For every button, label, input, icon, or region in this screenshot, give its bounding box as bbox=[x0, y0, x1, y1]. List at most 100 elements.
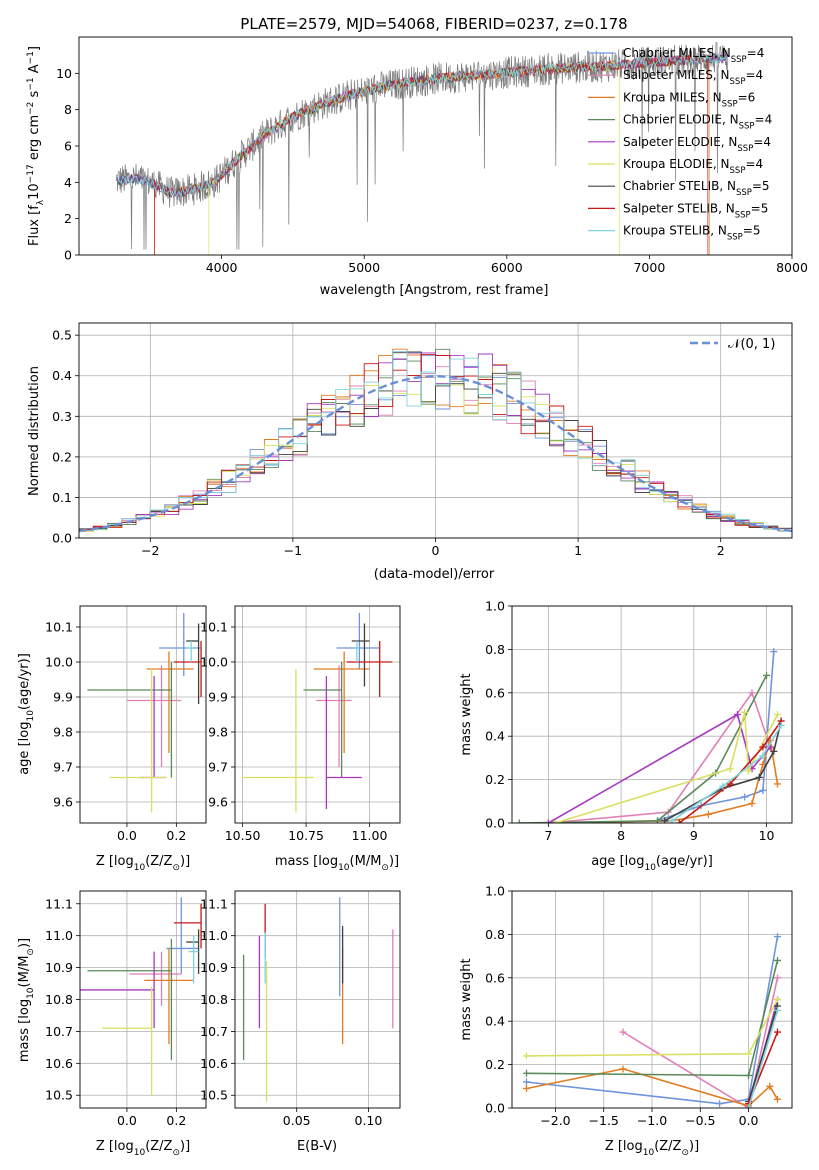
x-tick-label: −0.5 bbox=[685, 1113, 715, 1128]
y-tick-label: 0.0 bbox=[485, 816, 505, 831]
y-tick-label: 11.1 bbox=[45, 896, 73, 911]
axes-frame bbox=[78, 36, 793, 256]
y-tick-label: 10.8 bbox=[200, 992, 228, 1007]
x-tick-label: 10.50 bbox=[225, 828, 261, 843]
data-point bbox=[744, 767, 752, 775]
label-part: (age/yr)] bbox=[17, 653, 32, 710]
model-spectrum-kroupa-stelib bbox=[115, 52, 728, 199]
legend-label: 𝒩(0, 1) bbox=[728, 337, 775, 352]
legend-label: Salpeter MILES, NSSP=4 bbox=[623, 68, 763, 87]
data-point bbox=[774, 1095, 782, 1103]
legend-label: Kroupa STELIB, NSSP=5 bbox=[623, 224, 761, 243]
legend-sub: SSP bbox=[730, 77, 746, 87]
x-tick-label: 5000 bbox=[348, 260, 380, 275]
axes-frame bbox=[234, 605, 401, 824]
data-point bbox=[748, 689, 756, 697]
y-label-part: Flux [f bbox=[27, 205, 42, 246]
data-point bbox=[766, 1082, 774, 1090]
legend-model: Kroupa STELIB, N bbox=[623, 224, 727, 238]
y-tick-label: 10.7 bbox=[45, 1024, 73, 1039]
y-tick-label: 10.5 bbox=[200, 1088, 228, 1103]
y-tick-label: 9.8 bbox=[208, 725, 228, 740]
y-tick-label: 10.1 bbox=[45, 620, 73, 635]
y-label-part: A bbox=[27, 64, 42, 77]
y-tick-label: 0.2 bbox=[485, 1057, 505, 1072]
x-tick-label: −2.0 bbox=[540, 1113, 570, 1128]
y-tick-label: 10.8 bbox=[45, 992, 73, 1007]
legend-count: =4 bbox=[745, 68, 763, 82]
data-point bbox=[759, 760, 767, 768]
y-tick-label: 9.7 bbox=[53, 760, 73, 775]
y-tick-label: 0.1 bbox=[52, 490, 72, 505]
label-part: )] bbox=[689, 1139, 699, 1154]
label-part: (Z/Z bbox=[145, 1139, 172, 1154]
label-part: ⊙ bbox=[172, 863, 180, 873]
x-tick-label: 0.0 bbox=[117, 1113, 137, 1128]
x-tick-label: 10.75 bbox=[288, 828, 324, 843]
y-tick-label: 0.0 bbox=[52, 531, 72, 546]
legend-sub: SSP bbox=[735, 210, 751, 220]
y-label-part: −1 bbox=[26, 51, 36, 64]
y-tick-label: 11.0 bbox=[45, 928, 73, 943]
axes-frame bbox=[78, 322, 793, 539]
y-tick-label: 0.2 bbox=[52, 449, 72, 464]
series-line-salpeter-miles bbox=[548, 691, 771, 823]
data-point bbox=[774, 933, 782, 941]
y-tick-label: 0.8 bbox=[485, 927, 505, 942]
model-spectrum-kroupa-elodie bbox=[208, 60, 620, 255]
normal-curve-line bbox=[79, 374, 792, 533]
model-spectrum-salpeter-stelib bbox=[154, 54, 709, 255]
y-tick-label: 9.8 bbox=[53, 725, 73, 740]
series-line-salpeter-miles bbox=[622, 977, 779, 1108]
y-tick-label: 9.7 bbox=[208, 760, 228, 775]
data-point bbox=[774, 1028, 782, 1036]
y-tick-label: 0 bbox=[64, 248, 72, 263]
legend-sub: SSP bbox=[722, 99, 738, 109]
y-tick-label: 10 bbox=[56, 66, 72, 81]
y-tick-label: 10.1 bbox=[200, 620, 228, 635]
legend-sub: SSP bbox=[739, 122, 755, 132]
data-point bbox=[745, 1071, 753, 1079]
plot-area bbox=[235, 891, 400, 1108]
y-axis-label: mass weight bbox=[459, 673, 474, 755]
label-part: (age/yr)] bbox=[656, 854, 713, 869]
data-point bbox=[745, 1050, 753, 1058]
plot-area bbox=[235, 606, 400, 823]
label-part: ⊙ bbox=[26, 948, 36, 956]
y-tick-label: 0.5 bbox=[52, 328, 72, 343]
legend-model: Kroupa MILES, N bbox=[623, 90, 722, 104]
x-axis-label: age [log10(age/yr)] bbox=[591, 854, 713, 873]
legend-sub: SSP bbox=[727, 233, 743, 243]
label-part: Z [log bbox=[96, 854, 134, 869]
axes-frame bbox=[511, 890, 793, 1109]
legend-count: =5 bbox=[752, 179, 770, 193]
x-tick-label: 8 bbox=[617, 828, 625, 843]
y-tick-label: 0.6 bbox=[485, 685, 505, 700]
label-part: Z [log bbox=[605, 1139, 643, 1154]
legend-model: Salpeter ELODIE, N bbox=[623, 135, 737, 149]
y-tick-label: 10.0 bbox=[200, 655, 228, 670]
series-line-chabrier-stelib bbox=[747, 1005, 779, 1102]
y-tick-label: 9.9 bbox=[53, 690, 73, 705]
y-label-part: −2 bbox=[26, 102, 36, 115]
plot-area bbox=[512, 606, 792, 823]
y-axis-label: Flux [fλ10−17 erg cm−2 s−1 A−1] bbox=[26, 46, 46, 246]
legend-model: Chabrier MILES, N bbox=[623, 46, 731, 60]
data-point bbox=[773, 780, 781, 788]
data-point bbox=[763, 671, 771, 679]
y-tick-label: 0.2 bbox=[485, 772, 505, 787]
data-point bbox=[704, 810, 712, 818]
y-tick-label: 0.4 bbox=[485, 1014, 505, 1029]
x-tick-label: −1.0 bbox=[637, 1113, 667, 1128]
data-point bbox=[522, 1078, 530, 1086]
y-axis-label: Normed distribution bbox=[27, 366, 42, 496]
x-tick-label: 0 bbox=[432, 543, 440, 558]
label-part: 10 bbox=[643, 1148, 655, 1158]
x-tick-label: 0.0 bbox=[739, 1113, 759, 1128]
legend-model: Salpeter MILES, N bbox=[623, 68, 730, 82]
x-axis-label: wavelength [Angstrom, rest frame] bbox=[320, 283, 549, 298]
y-tick-label: 11.0 bbox=[200, 928, 228, 943]
plot-area bbox=[512, 891, 792, 1108]
data-point bbox=[770, 747, 778, 755]
